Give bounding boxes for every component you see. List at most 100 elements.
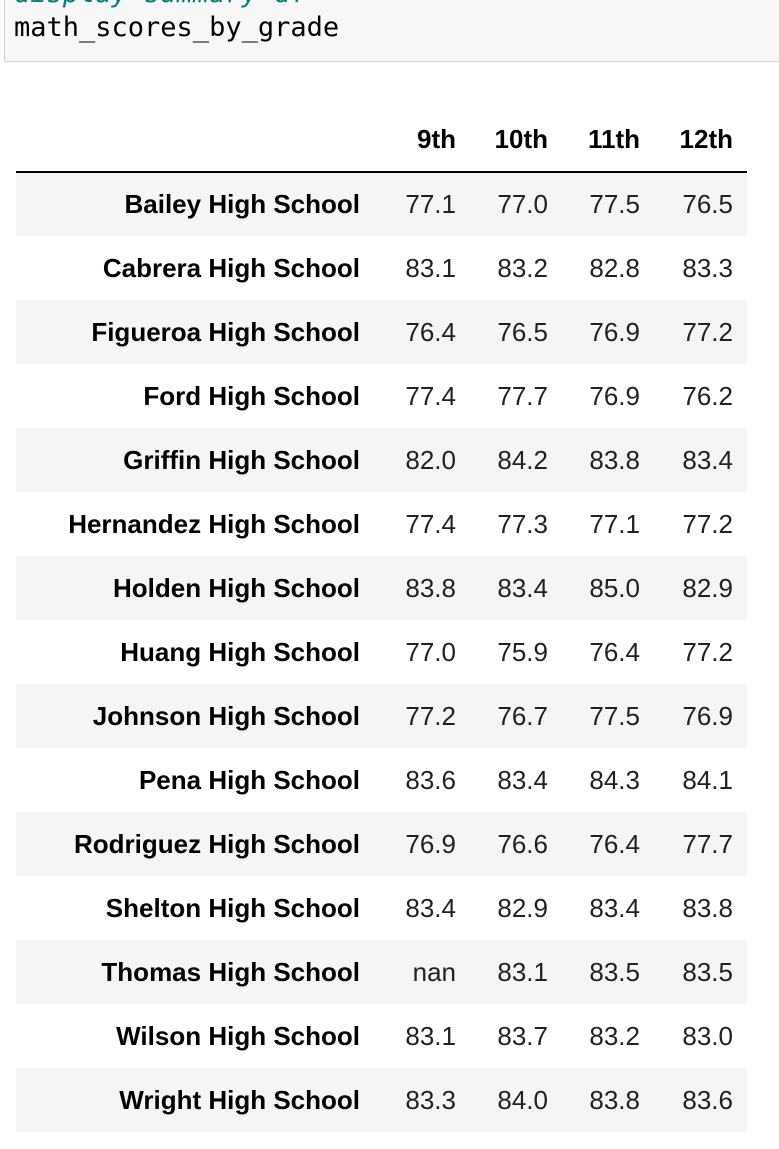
- row-label-school: Johnson High School: [92, 700, 360, 731]
- score-cell-11th: 85.0: [589, 572, 640, 603]
- score-cell-12th: 76.5: [682, 189, 733, 219]
- table-body: Bailey High School 77.1 77.0 77.5 76.5 Cabrer…: [16, 172, 747, 1132]
- score-cell-9th: 83.8: [405, 572, 456, 603]
- table-row: Hernandez High School 77.4 77.3 77.1 77.2: [16, 492, 747, 556]
- table-row: Wilson High School 83.1 83.7 83.2 83.0: [16, 1004, 747, 1068]
- table-row: Griffin High School 82.0 84.2 83.8 83.4: [16, 428, 747, 492]
- score-cell-10th: 76.5: [497, 316, 548, 347]
- score-cell-11th: 76.9: [589, 380, 640, 411]
- index-header: [16, 108, 372, 173]
- table-row: Shelton High School 83.4 82.9 83.4 83.8: [16, 876, 747, 940]
- score-cell-11th: 77.5: [589, 700, 640, 731]
- score-cell-9th: 76.9: [405, 828, 456, 859]
- table-row: Ford High School 77.4 77.7 76.9 76.2: [16, 364, 747, 428]
- score-cell-11th: 84.3: [589, 764, 640, 795]
- score-cell-9th: nan: [412, 956, 456, 987]
- table-row: Figueroa High School 76.4 76.5 76.9 77.2: [16, 300, 747, 364]
- table-row: Wright High School 83.3 84.0 83.8 83.6: [16, 1068, 747, 1132]
- score-cell-9th: 83.1: [405, 252, 456, 283]
- score-cell-11th: 76.4: [589, 828, 640, 859]
- column-header-9th: 9th: [372, 108, 470, 173]
- score-cell-11th: 83.5: [589, 956, 640, 987]
- row-label-school: Hernandez High School: [68, 508, 360, 539]
- score-cell-12th: 84.1: [682, 764, 733, 795]
- score-cell-12th: 77.2: [682, 636, 733, 667]
- score-cell-11th: 83.8: [589, 1084, 640, 1115]
- score-cell-9th: 77.4: [405, 508, 456, 539]
- score-cell-12th: 82.9: [682, 572, 733, 603]
- row-label-school: Figueroa High School: [91, 316, 360, 347]
- score-cell-12th: 76.9: [682, 700, 733, 731]
- score-cell-9th: 83.3: [405, 1084, 456, 1115]
- score-cell-10th: 76.7: [497, 700, 548, 731]
- row-label-school: Thomas High School: [101, 956, 360, 987]
- score-cell-11th: 77.5: [589, 189, 640, 219]
- score-cell-12th: 77.2: [682, 316, 733, 347]
- table-row: Cabrera High School 83.1 83.2 82.8 83.3: [16, 236, 747, 300]
- score-cell-11th: 82.8: [589, 252, 640, 283]
- score-cell-10th: 83.1: [497, 956, 548, 987]
- score-cell-9th: 82.0: [405, 444, 456, 475]
- table-header: 9th 10th 11th 12th: [16, 108, 747, 173]
- row-label-school: Ford High School: [143, 380, 360, 411]
- score-cell-11th: 77.1: [589, 508, 640, 539]
- row-label-school: Griffin High School: [123, 444, 360, 475]
- score-cell-12th: 77.7: [682, 828, 733, 859]
- score-cell-10th: 82.9: [497, 892, 548, 923]
- score-cell-10th: 76.6: [497, 828, 548, 859]
- table-row: Bailey High School 77.1 77.0 77.5 76.5: [16, 172, 747, 236]
- score-cell-12th: 83.3: [682, 252, 733, 283]
- row-label-school: Cabrera High School: [102, 252, 360, 283]
- table-row: Rodriguez High School 76.9 76.6 76.4 77.7: [16, 812, 747, 876]
- score-cell-10th: 75.9: [497, 636, 548, 667]
- table-row: Johnson High School 77.2 76.7 77.5 76.9: [16, 684, 747, 748]
- score-cell-11th: 76.9: [589, 316, 640, 347]
- table-row: Pena High School 83.6 83.4 84.3 84.1: [16, 748, 747, 812]
- score-cell-10th: 77.7: [497, 380, 548, 411]
- score-cell-11th: 83.4: [589, 892, 640, 923]
- score-cell-10th: 84.2: [497, 444, 548, 475]
- score-cell-10th: 83.2: [497, 252, 548, 283]
- score-cell-9th: 77.1: [405, 189, 456, 219]
- table-row: Holden High School 83.8 83.4 85.0 82.9: [16, 556, 747, 620]
- row-label-school: Bailey High School: [124, 189, 361, 219]
- dataframe-output: 9th 10th 11th 12th Bailey High School 77.…: [16, 108, 747, 1132]
- row-label-school: Holden High School: [113, 572, 360, 603]
- score-cell-9th: 77.2: [405, 700, 456, 731]
- score-cell-11th: 76.4: [589, 636, 640, 667]
- column-header-12th: 12th: [654, 108, 747, 173]
- row-label-school: Wilson High School: [116, 1020, 360, 1051]
- row-label-school: Pena High School: [138, 764, 360, 795]
- score-cell-9th: 76.4: [405, 316, 456, 347]
- score-cell-11th: 83.8: [589, 444, 640, 475]
- column-header-11th: 11th: [562, 108, 654, 173]
- column-header-10th: 10th: [470, 108, 562, 173]
- code-input-cell[interactable]: display summary df math_scores_by_grade: [4, 0, 779, 62]
- row-label-school: Shelton High School: [105, 892, 360, 923]
- score-cell-12th: 77.2: [682, 508, 733, 539]
- table-row: Huang High School 77.0 75.9 76.4 77.2: [16, 620, 747, 684]
- table-row: Thomas High School nan 83.1 83.5 83.5: [16, 940, 747, 1004]
- score-cell-10th: 77.0: [497, 189, 548, 219]
- score-cell-12th: 76.2: [682, 380, 733, 411]
- row-label-school: Huang High School: [120, 636, 360, 667]
- code-line-cropped: display summary df: [14, 0, 307, 11]
- math-scores-table: 9th 10th 11th 12th Bailey High School 77.…: [16, 108, 747, 1132]
- score-cell-12th: 83.8: [682, 892, 733, 923]
- code-line-variable: math_scores_by_grade: [14, 12, 340, 43]
- score-cell-11th: 83.2: [589, 1020, 640, 1051]
- score-cell-12th: 83.5: [682, 956, 733, 987]
- score-cell-9th: 77.4: [405, 380, 456, 411]
- score-cell-9th: 83.1: [405, 1020, 456, 1051]
- score-cell-10th: 77.3: [497, 508, 548, 539]
- score-cell-10th: 83.7: [497, 1020, 548, 1051]
- header-row: 9th 10th 11th 12th: [16, 108, 747, 173]
- score-cell-10th: 84.0: [497, 1084, 548, 1115]
- row-label-school: Rodriguez High School: [74, 828, 360, 859]
- score-cell-10th: 83.4: [497, 764, 548, 795]
- score-cell-12th: 83.0: [682, 1020, 733, 1051]
- score-cell-9th: 77.0: [405, 636, 456, 667]
- score-cell-9th: 83.4: [405, 892, 456, 923]
- row-label-school: Wright High School: [119, 1084, 360, 1115]
- score-cell-9th: 83.6: [405, 764, 456, 795]
